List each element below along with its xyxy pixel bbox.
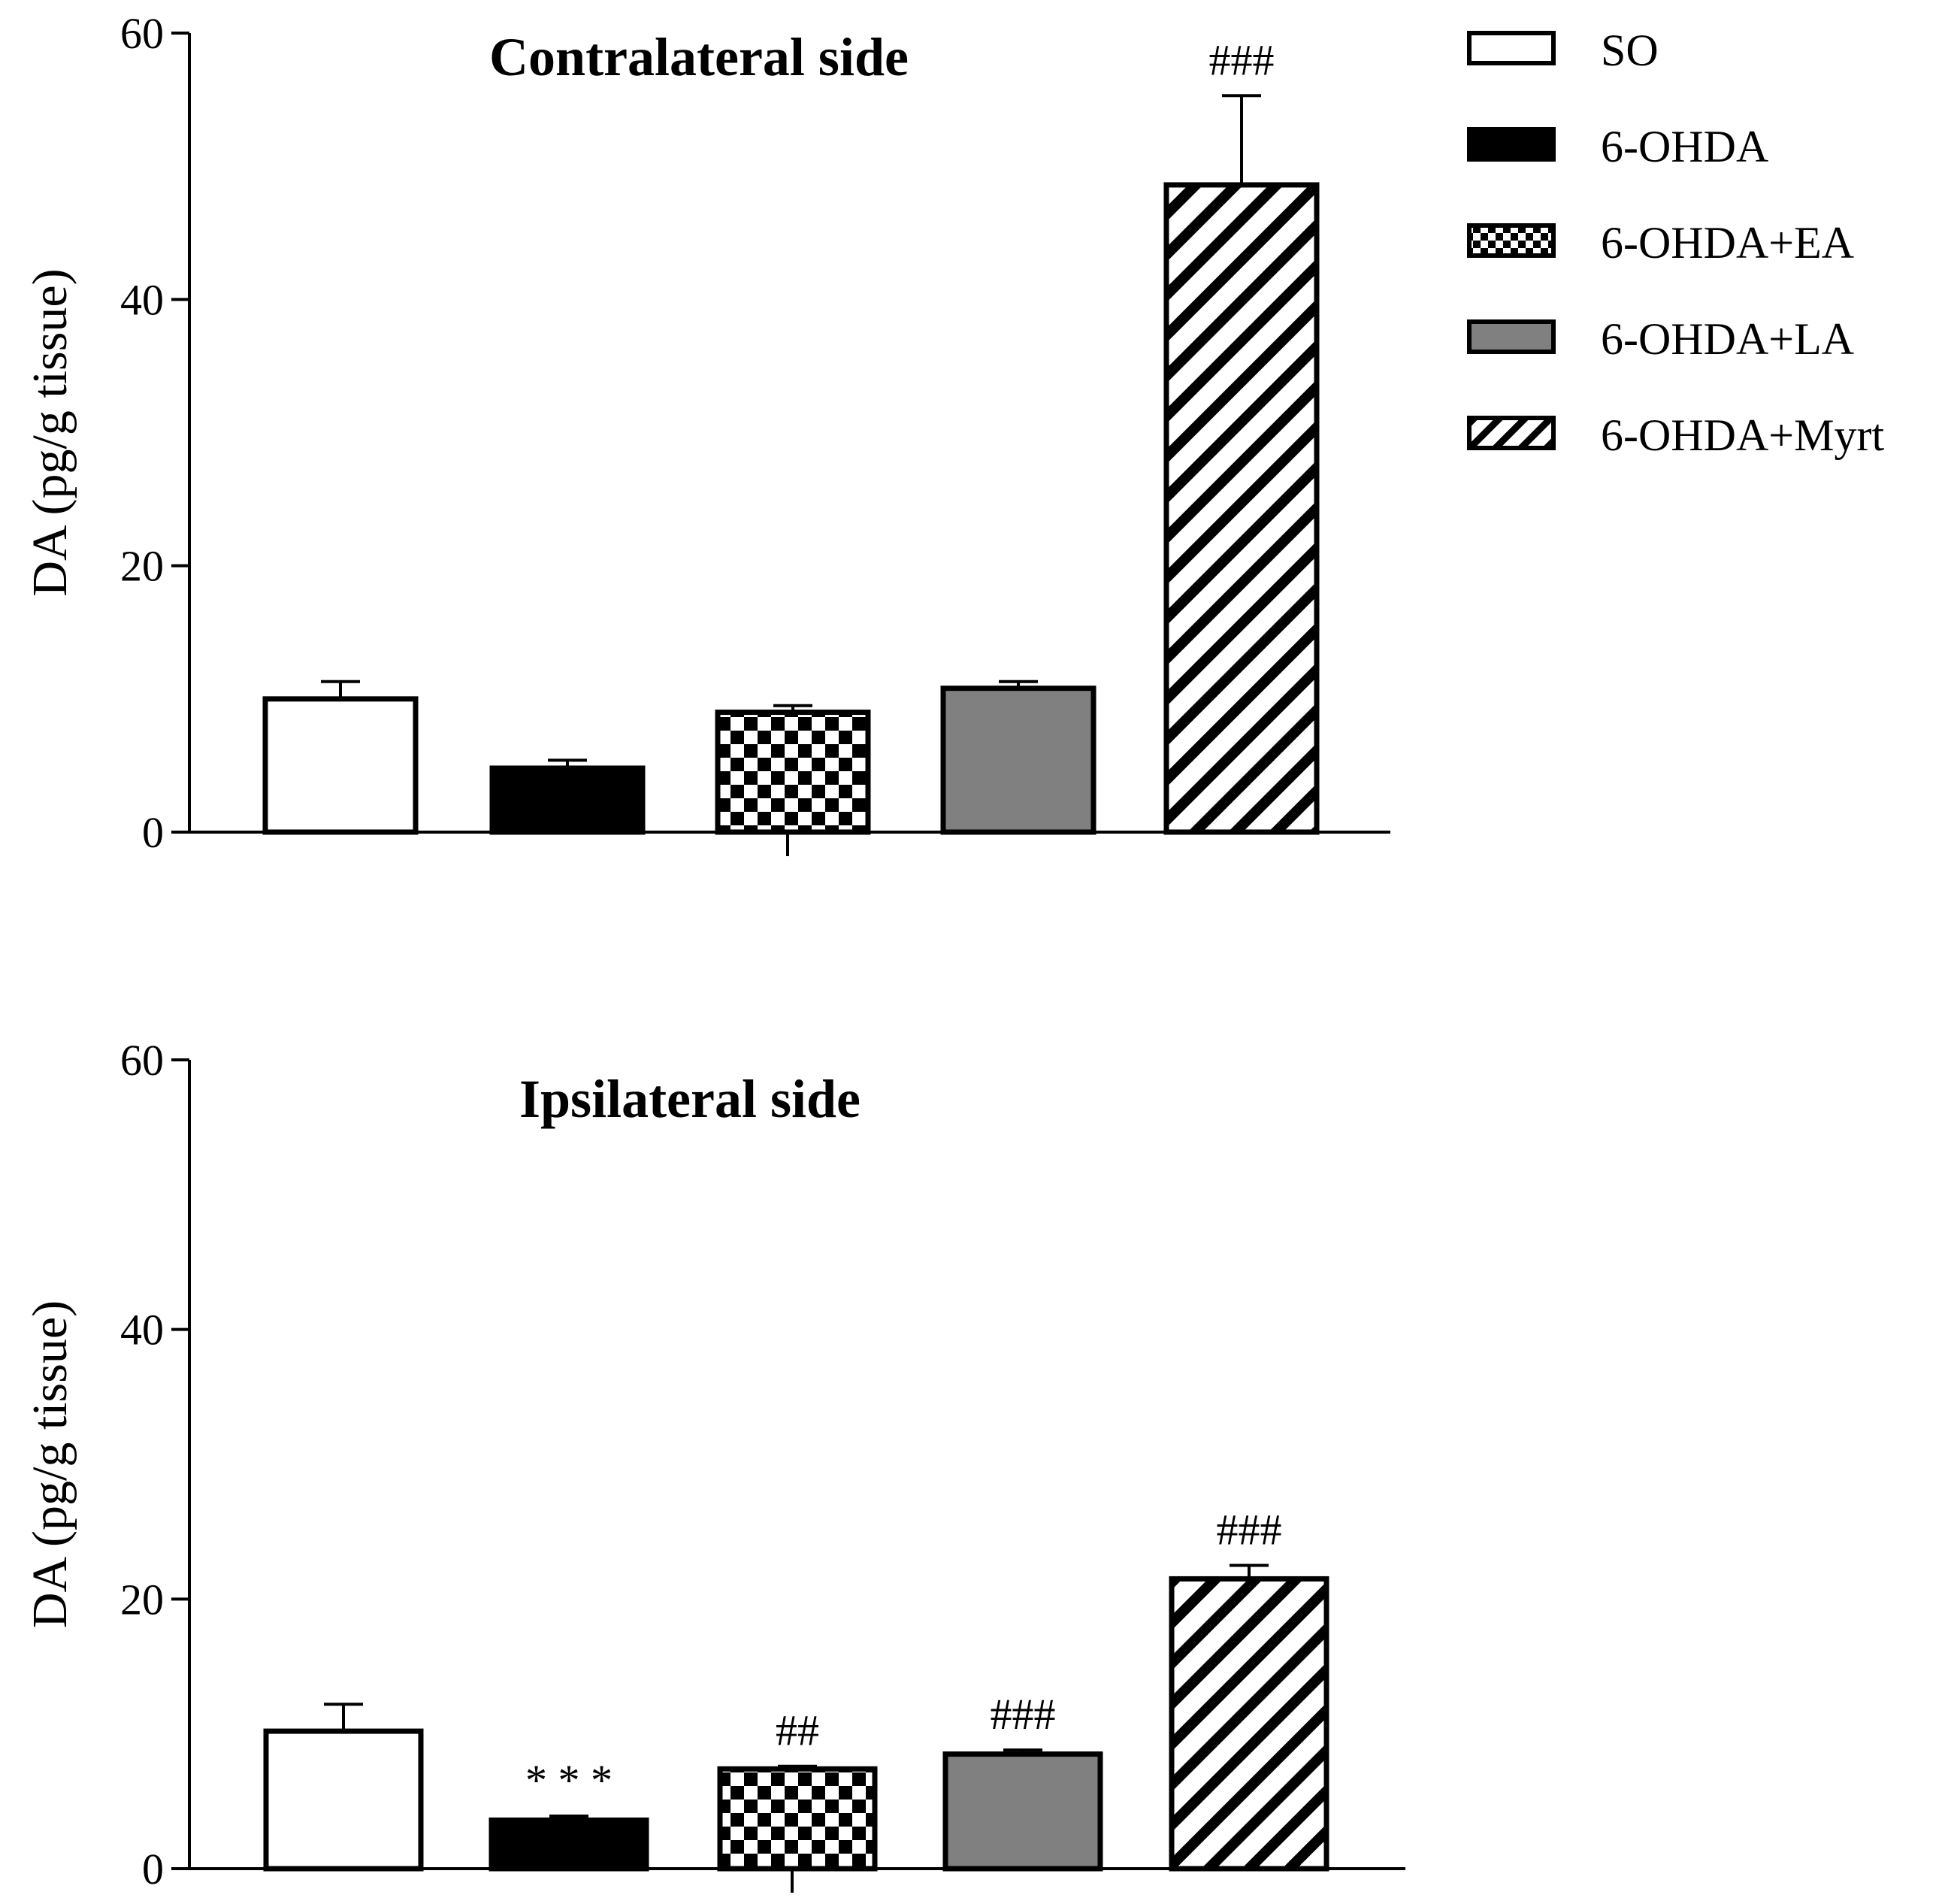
- significance-label: ###: [991, 1690, 1056, 1739]
- y-tick-label: 20: [120, 1575, 164, 1624]
- y-tick-label: 60: [120, 1036, 164, 1085]
- bar-so: [262, 696, 419, 835]
- legend-label: 6-OHDA+LA: [1601, 314, 1854, 364]
- significance-label: ###: [1217, 1506, 1282, 1554]
- y-tick-label: 20: [120, 542, 164, 591]
- y-tick-label: 0: [142, 1845, 164, 1893]
- chart-title: Contralateral side: [489, 27, 909, 87]
- legend: SO 6-OHDA 6-OHDA+EA 6-OHDA+LA 6-OHDA+Myrt: [1467, 26, 1884, 460]
- ipsilateral-chart: 0 20 40 60 DA (pg/g tissue) Ipsilateral side *…: [23, 1036, 1405, 1893]
- legend-label: 6-OHDA+EA: [1601, 218, 1854, 268]
- legend-label: 6-OHDA: [1601, 122, 1768, 171]
- legend-swatch: [1467, 127, 1556, 162]
- legend-swatch: [1467, 223, 1556, 258]
- bar-6-ohda: [489, 765, 646, 835]
- y-tick-label: 40: [120, 1306, 164, 1355]
- bar-6-ohda-la: [942, 1751, 1103, 1872]
- legend-label: SO: [1601, 26, 1659, 75]
- legend-label: 6-OHDA+Myrt: [1601, 410, 1884, 460]
- significance-label: ###: [1209, 35, 1275, 84]
- contralateral-chart: 0 20 40 60 DA (pg/g tissue) Contralateral sid…: [23, 9, 1390, 857]
- y-axis-title: DA (pg/g tissue): [23, 1300, 77, 1628]
- significance-label: ##: [776, 1706, 819, 1755]
- bar-6-ohda-myrt: [1163, 182, 1320, 835]
- bar-6-ohda-ea: [715, 710, 871, 835]
- bar-6-ohda-ea: [717, 1766, 878, 1872]
- bar-6-ohda-myrt: [1169, 1576, 1329, 1872]
- chart-title: Ipsilateral side: [519, 1069, 861, 1129]
- y-tick-label: 40: [120, 275, 164, 324]
- y-axis-title: DA (pg/g tissue): [23, 268, 77, 596]
- significance-label: * * *: [525, 1756, 613, 1805]
- y-tick-label: 0: [142, 808, 164, 857]
- bar-6-ohda-la: [940, 686, 1096, 835]
- bar-so: [263, 1728, 424, 1872]
- legend-swatch: [1467, 319, 1556, 354]
- y-tick-label: 60: [120, 9, 164, 58]
- legend-swatch: [1467, 31, 1556, 65]
- bar-6-ohda: [488, 1817, 649, 1872]
- legend-swatch: [1467, 416, 1556, 450]
